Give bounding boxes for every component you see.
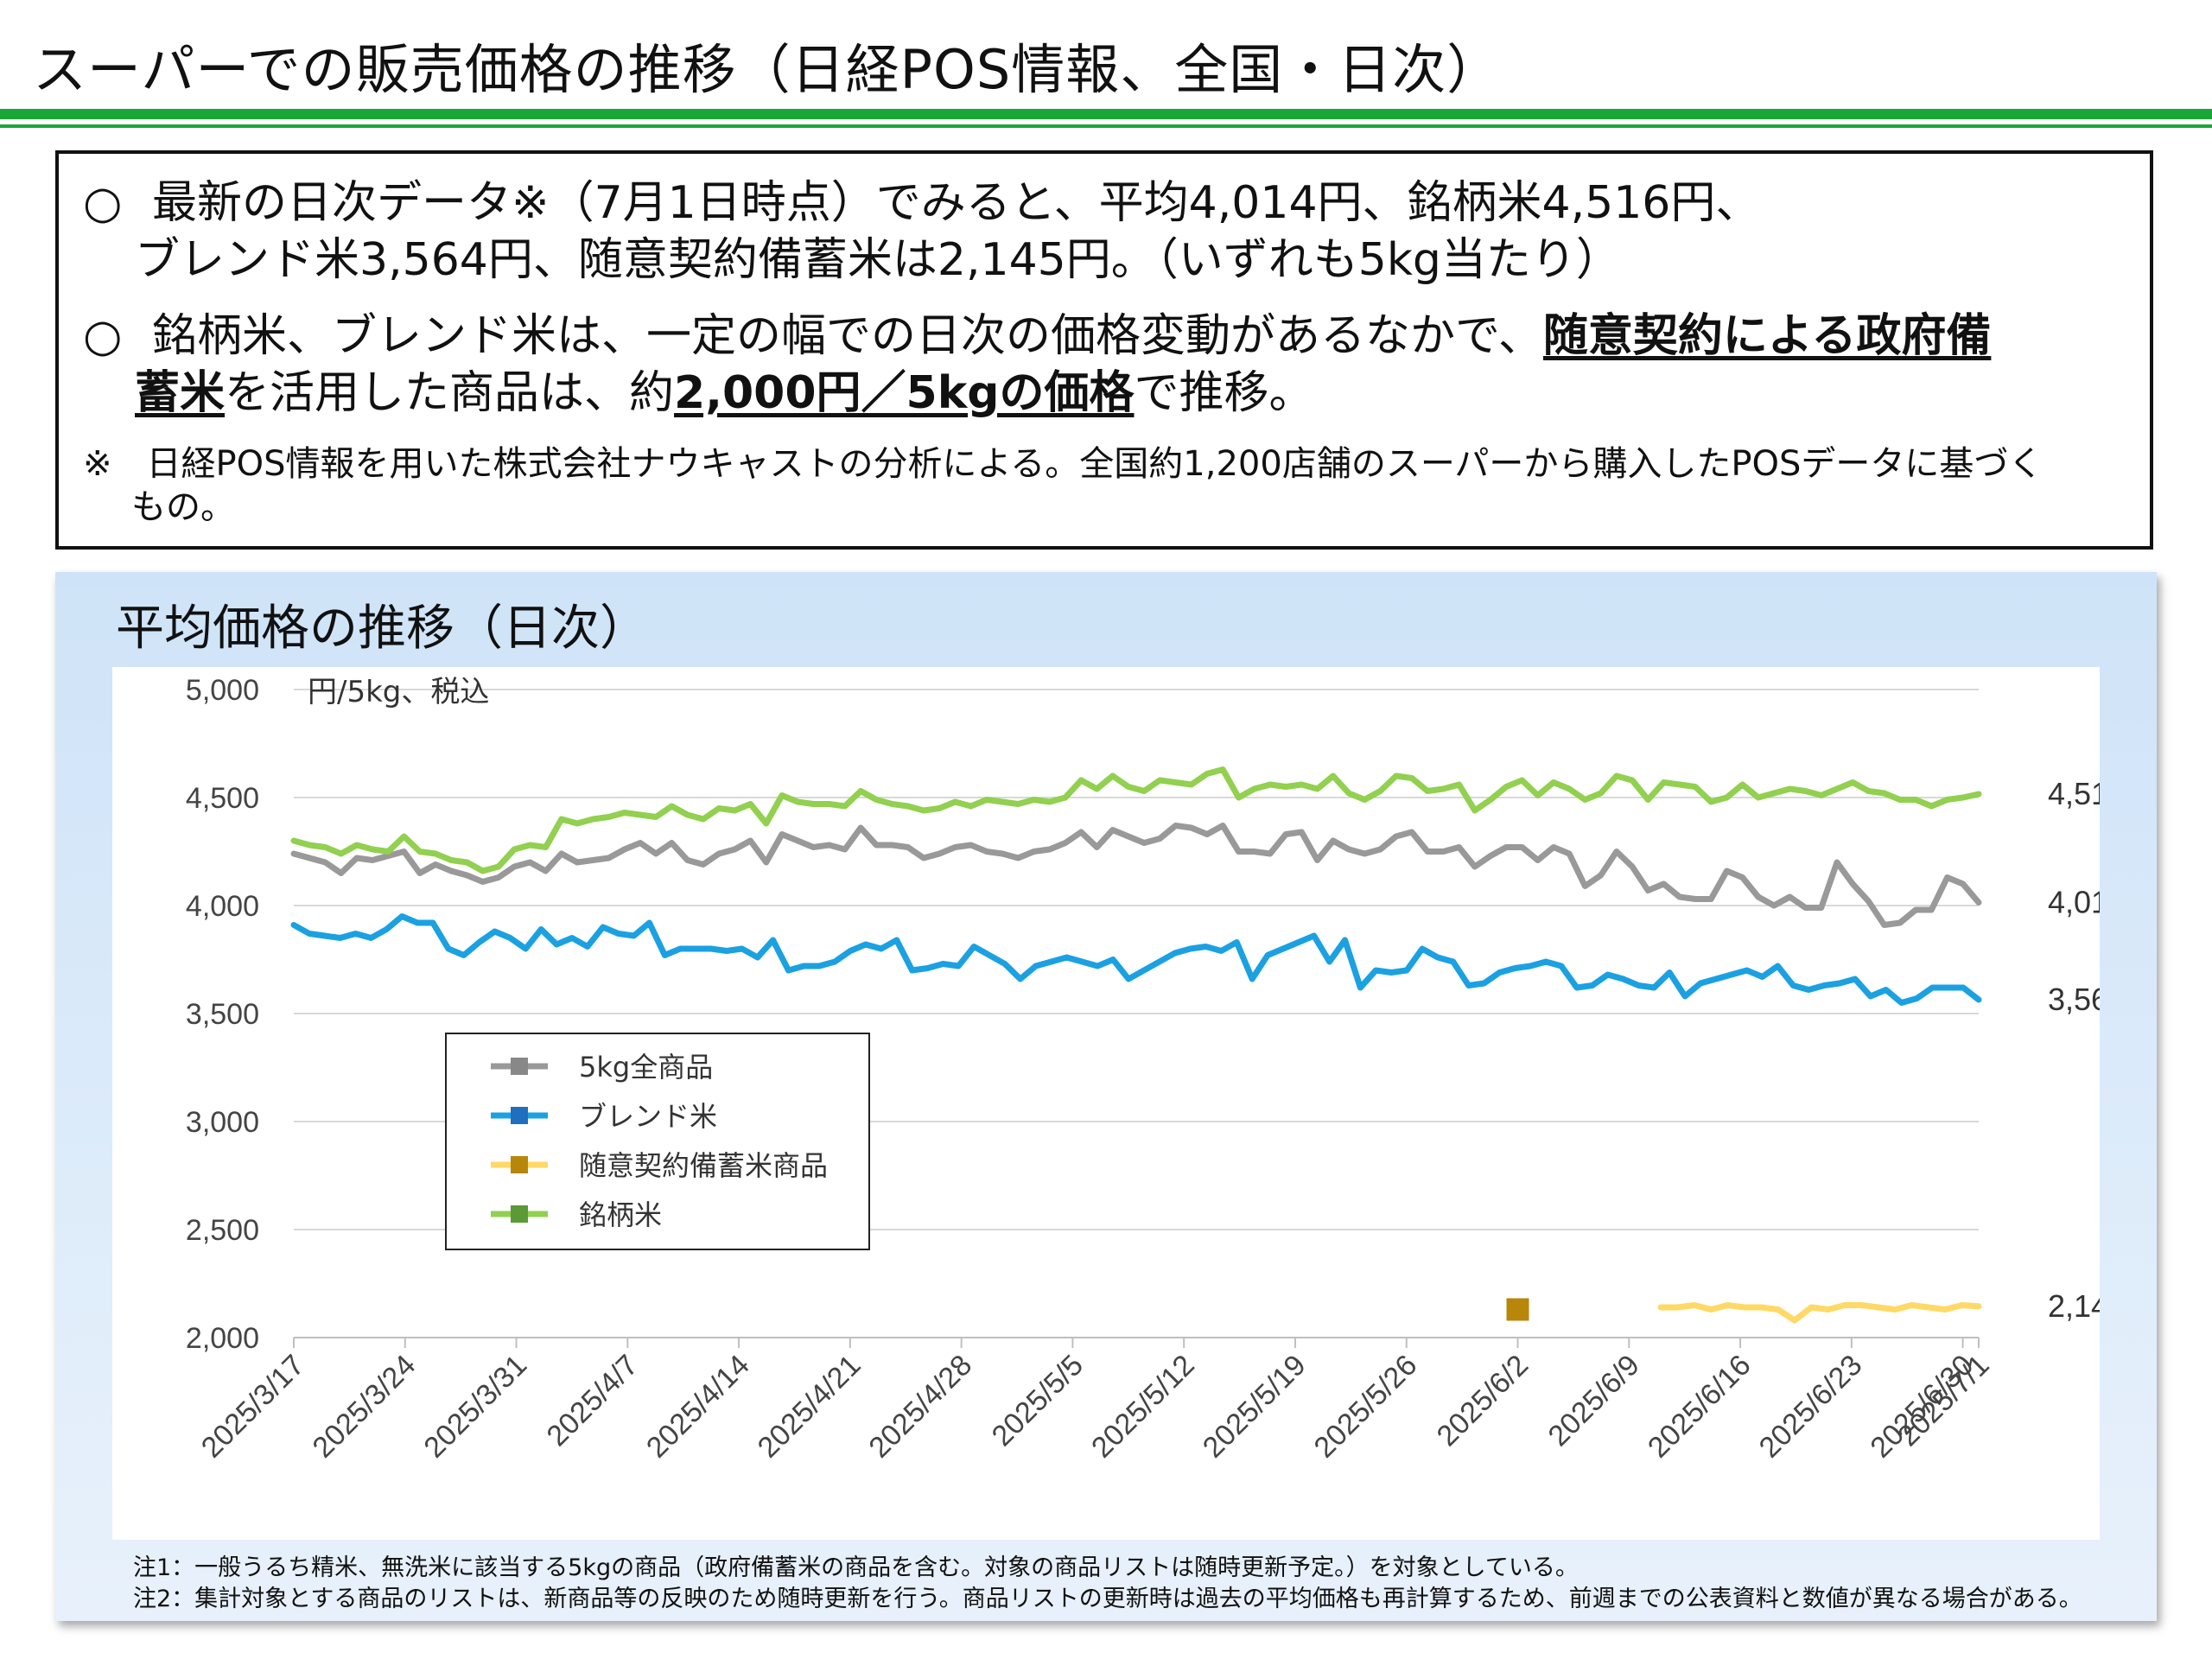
chart-panel: 平均価格の推移（日次） 2,000 2,500 3,000 3,500 4,000 4,5… (55, 572, 2157, 1621)
series-end-label: 4,014 (2048, 885, 2100, 920)
x-tick-label: 2025/6/23 (1753, 1349, 1869, 1465)
x-tick-label: 2025/4/14 (640, 1349, 756, 1465)
legend-label: ブレンド米 (579, 1100, 717, 1133)
legend-swatch-marker (511, 1156, 528, 1173)
bullet-2-text-f: で推移。 (1134, 367, 1314, 419)
bullet-2-text-a: 銘柄米、ブレンド米は、一定の幅での日次の価格変動があるなかで、 (152, 310, 1543, 362)
summary-bullet-2: ○ 銘柄米、ブレンド米は、一定の幅での日次の価格変動があるなかで、随意契約による政… (83, 308, 1991, 422)
legend-label: 随意契約備蓄米商品 (579, 1149, 828, 1182)
series-line-1 (290, 913, 1982, 1006)
y-tick-label: 4,500 (186, 782, 259, 815)
header-rule-thin (0, 124, 2212, 128)
footnote-1: 注1：一般うるち精米、無洗米に該当する5kgの商品（政府備蓄米の商品を含む。対象… (133, 1554, 1579, 1581)
series-line-0 (290, 823, 1982, 928)
x-tick-label: 2025/4/7 (541, 1349, 645, 1452)
y-tick-label: 2,500 (186, 1214, 259, 1247)
x-tick-label: 2025/5/26 (1308, 1349, 1424, 1465)
page-title: スーパーでの販売価格の推移（日経POS情報、全国・日次） (33, 38, 1502, 101)
x-tick-label: 2025/4/21 (752, 1349, 868, 1465)
legend-swatch-marker (511, 1107, 528, 1124)
series-line-3 (290, 766, 1982, 874)
series-end-label: 2,145 (2048, 1288, 2100, 1324)
summary-box: ○ 最新の日次データ※（7月1日時点）でみると、平均4,014円、銘柄米4,516… (55, 150, 2153, 550)
stockpile-rice-initial-point (1506, 1298, 1529, 1321)
y-tick-label: 2,000 (186, 1322, 259, 1355)
y-tick-label: 5,000 (186, 674, 259, 707)
bullet-1-line-1: 最新の日次データ※（7月1日時点）でみると、平均4,014円、銘柄米4,516円… (152, 177, 1761, 229)
x-tick-label: 2025/5/12 (1085, 1349, 1201, 1465)
x-tick-label: 2025/6/9 (1541, 1349, 1645, 1452)
x-tick-label: 2025/6/16 (1642, 1349, 1758, 1465)
summary-note-line-1: ※ 日経POS情報を用いた株式会社ナウキャストの分析による。全国約1,200店舗… (83, 444, 2044, 484)
series-line-2 (1657, 1302, 1982, 1324)
header-rule (0, 109, 2212, 119)
series-end-label: 4,516 (2048, 776, 2100, 811)
x-tick-label: 2025/3/31 (417, 1349, 533, 1465)
y-axis-unit-label: 円/5kg、税込 (308, 675, 489, 709)
summary-note-line-2: もの。 (131, 487, 235, 527)
legend-swatch-marker (511, 1205, 528, 1223)
x-tick-label: 2025/6/2 (1431, 1349, 1535, 1452)
legend-swatch-marker (511, 1058, 528, 1075)
bullet-1-line-2: ブレンド米3,564円、随意契約備蓄米は2,145円。（いずれも5kg当たり） (135, 234, 1621, 286)
price-line-chart: 2,000 2,500 3,000 3,500 4,000 4,500 5,000 円/5kg… (186, 674, 2100, 1465)
chart-area: 2,000 2,500 3,000 3,500 4,000 4,500 5,000 円/5kg… (112, 667, 2100, 1540)
legend-label: 銘柄米 (579, 1198, 662, 1231)
x-tick-label: 2025/5/19 (1197, 1349, 1313, 1465)
bullet-circle: ○ (83, 177, 123, 229)
chart-panel-title: 平均価格の推移（日次） (116, 601, 648, 657)
bullet-2-emphasis-b: 蓄米 (135, 367, 226, 419)
y-tick-label: 4,000 (186, 890, 259, 923)
x-tick-label: 2025/4/28 (862, 1349, 978, 1465)
footnote-2: 注2：集計対象とする商品のリストは、新商品等の反映のため随時更新を行う。商品リス… (133, 1586, 2082, 1612)
x-tick-label: 2025/5/5 (986, 1349, 1090, 1452)
x-tick-label: 2025/3/24 (307, 1349, 423, 1465)
bullet-2-emphasis-a: 随意契約による政府備 (1542, 310, 1992, 362)
x-tick-label: 2025/3/17 (195, 1349, 311, 1465)
y-tick-label: 3,500 (186, 998, 259, 1031)
summary-bullet-1: ○ 最新の日次データ※（7月1日時点）でみると、平均4,014円、銘柄米4,516… (83, 175, 1760, 289)
bullet-2-emphasis-c: 2,000円／5kgの価格 (674, 367, 1135, 419)
y-tick-label: 3,000 (186, 1106, 259, 1139)
bullet-2-text-d: を活用した商品は、約 (225, 367, 675, 419)
series-end-label: 3,564 (2048, 982, 2100, 1017)
bullet-circle: ○ (83, 310, 123, 362)
legend-label: 5kg全商品 (579, 1051, 713, 1084)
